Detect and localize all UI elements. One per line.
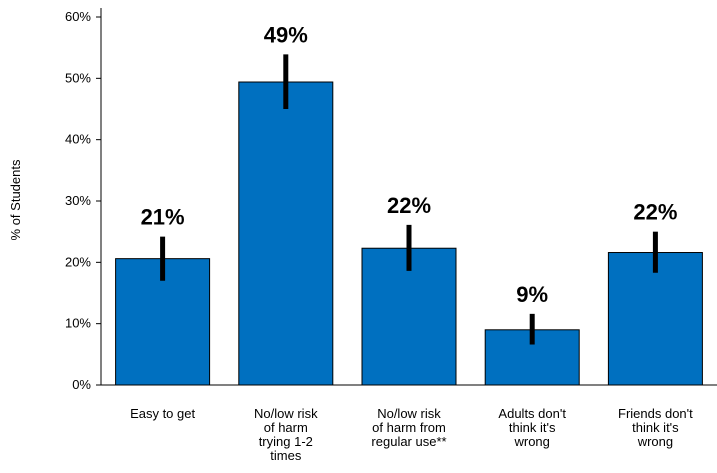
x-category-label-line: Easy to get bbox=[130, 406, 195, 421]
data-label: 21% bbox=[141, 205, 185, 230]
bar bbox=[607, 252, 703, 386]
x-category-label: No/low risk of harm from regular use** bbox=[371, 406, 446, 449]
bar bbox=[238, 81, 334, 386]
error-bars-group bbox=[160, 54, 658, 345]
data-labels-group: 21% 49% 22% 9% 22% bbox=[141, 22, 678, 306]
bars-group bbox=[115, 81, 703, 386]
x-category-label-line: of harm from bbox=[372, 420, 446, 435]
x-category-label: Easy to get bbox=[130, 406, 195, 421]
x-category-label: Friends don't think it's wrong bbox=[618, 406, 693, 449]
data-label: 22% bbox=[633, 200, 677, 225]
x-category-label-line: of harm bbox=[264, 420, 308, 435]
y-tick-label: 0% bbox=[72, 377, 91, 392]
x-category-label-line: No/low risk bbox=[377, 406, 441, 421]
y-axis: 0% 10% 20% 30% 40% 50% 60% bbox=[65, 9, 101, 392]
data-label: 22% bbox=[387, 193, 431, 218]
x-category-label: Adults don't think it's wrong bbox=[498, 406, 566, 449]
y-axis-title: % of Students bbox=[8, 159, 23, 240]
x-category-label-line: regular use** bbox=[371, 434, 446, 449]
x-category-label-line: No/low risk bbox=[254, 406, 318, 421]
y-tick-label: 40% bbox=[65, 132, 91, 147]
x-category-label-line: Adults don't bbox=[498, 406, 566, 421]
x-axis-labels: Easy to get No/low risk of harm trying 1-2 t… bbox=[130, 406, 693, 463]
x-category-label-line: Friends don't bbox=[618, 406, 693, 421]
bar bbox=[361, 247, 457, 386]
x-category-label-line: wrong bbox=[513, 434, 549, 449]
x-category-label-line: times bbox=[270, 448, 302, 463]
x-category-label-line: think it's bbox=[509, 420, 556, 435]
x-category-label-line: wrong bbox=[637, 434, 673, 449]
x-category-label: No/low risk of harm trying 1-2 times bbox=[254, 406, 318, 463]
x-category-label-line: trying 1-2 bbox=[259, 434, 313, 449]
y-tick-label: 10% bbox=[65, 316, 91, 331]
x-category-label-line: think it's bbox=[632, 420, 679, 435]
y-tick-label: 60% bbox=[65, 9, 91, 24]
y-tick-label: 30% bbox=[65, 193, 91, 208]
data-label: 49% bbox=[264, 22, 308, 47]
y-tick-label: 50% bbox=[65, 70, 91, 85]
data-label: 9% bbox=[516, 282, 548, 307]
y-tick-label: 20% bbox=[65, 254, 91, 269]
